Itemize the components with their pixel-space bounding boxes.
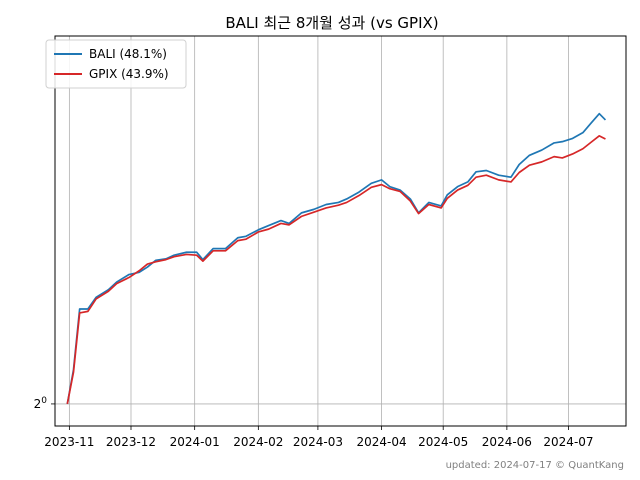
legend-box: [45, 39, 187, 89]
plot-frame: [54, 35, 627, 427]
series-line: [66, 112, 607, 405]
x-axis: 2023-11 2023-12 2024-01 2024-02 2024-03 2024-…: [44, 426, 594, 449]
series-lines: [66, 112, 607, 405]
series-line: [66, 134, 606, 405]
legend: BALI (48.1%) GPIX (43.9%): [45, 39, 187, 89]
x-tick-label: 2024-05: [418, 435, 468, 449]
y-axis: 20: [34, 396, 55, 411]
chart-title: BALI 최근 8개월 성과 (vs GPIX): [225, 14, 438, 32]
legend-label: BALI (48.1%): [89, 47, 167, 61]
y-tick-label: 20: [34, 396, 48, 411]
x-tick-label: 2024-07: [543, 435, 593, 449]
x-tick-label: 2024-06: [482, 435, 532, 449]
grid-lines: [55, 36, 626, 426]
y-tick-exponent: 0: [41, 396, 47, 406]
x-tick-label: 2024-04: [357, 435, 407, 449]
x-tick-label: 2024-02: [233, 435, 283, 449]
x-tick-label: 2023-11: [44, 435, 94, 449]
legend-label: GPIX (43.9%): [89, 67, 169, 81]
x-tick-label: 2023-12: [106, 435, 156, 449]
footer-credit: updated: 2024-07-17 © QuantKang: [446, 460, 624, 471]
x-tick-label: 2024-01: [170, 435, 220, 449]
y-tick-base: 2: [34, 397, 42, 411]
x-tick-label: 2024-03: [293, 435, 343, 449]
